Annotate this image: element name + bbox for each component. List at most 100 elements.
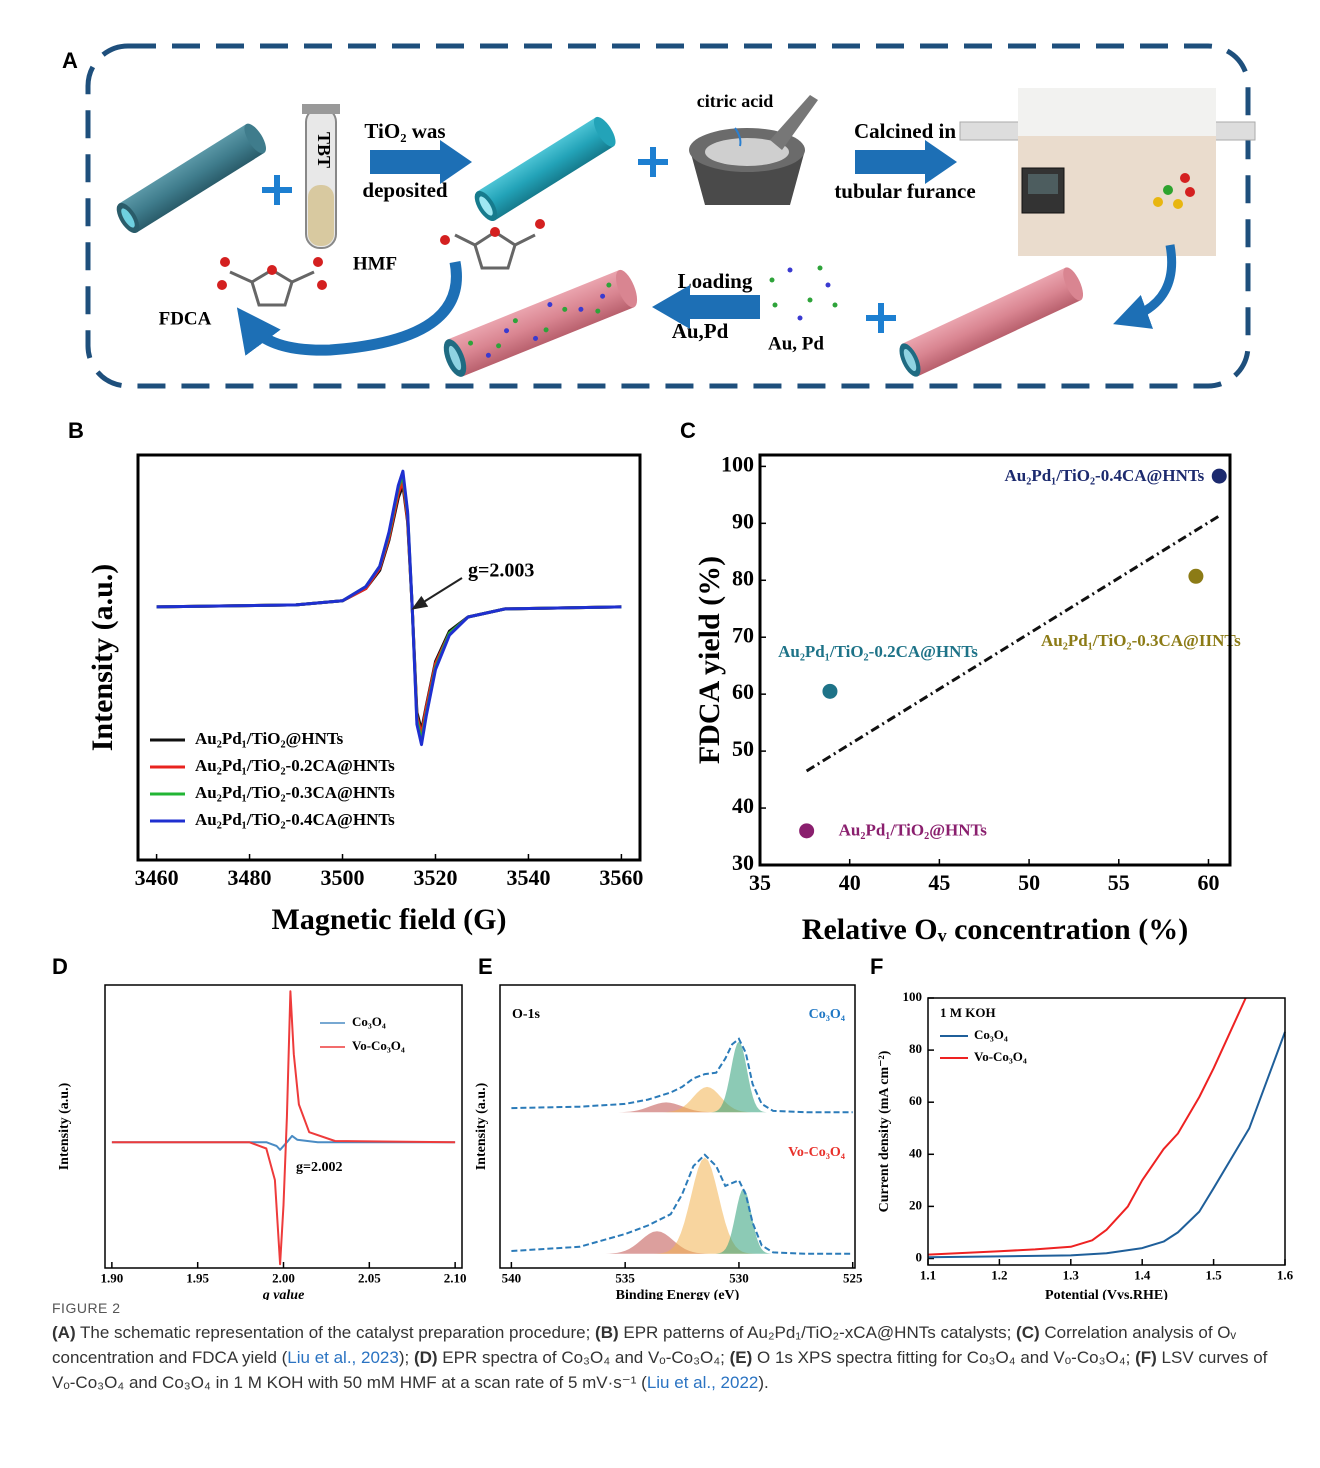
step-label: TiO₂ was [364,119,445,143]
x-tick-label: 1.5 [1205,1268,1222,1283]
y-tick-label: 100 [721,451,754,476]
x-tick-label: 3560 [599,865,643,890]
y-tick-label: 90 [732,508,754,533]
caption-part: (E) [730,1348,753,1367]
plus [638,147,668,177]
y-tick-label: 50 [732,736,754,761]
tbt-label: TBT [314,132,334,168]
caption-part: (A) [52,1323,76,1342]
figure-label: FIGURE 2 [52,1300,1277,1316]
tube [895,265,1087,380]
x-tick-label: 1.3 [1063,1268,1080,1283]
y-tick-label: 40 [909,1145,922,1160]
page: { "panel_a": { "label": "A", "tbt": "TBT… [0,0,1320,1468]
y-tick-label: 20 [909,1197,922,1212]
spectrum-label: Vo-Co₃O₄ [788,1145,846,1160]
scatter-point [799,823,815,839]
caption-part: (B) [595,1323,619,1342]
caption-text: ); [399,1348,414,1367]
y-tick-label: 60 [909,1093,922,1108]
data-line [112,991,455,1264]
x-tick-label: 50 [1018,870,1040,895]
schematic: A TBT TiO₂ was deposited citr [62,46,1255,386]
region-label: O-1s [512,1007,541,1022]
caption-text: ). [758,1373,768,1392]
spectrum [511,1039,852,1113]
y-axis-label: FDCA yield (%) [693,556,726,764]
caption-text: The schematic representation of the cata… [76,1323,595,1342]
chart-panel: F1.11.21.31.41.51.6020406080100Potential… [870,954,1294,1300]
y-tick-label: 30 [732,850,754,875]
panel-label: E [478,954,493,979]
x-tick-label: 1.95 [186,1271,209,1286]
x-tick-label: 3540 [506,865,550,890]
x-axis-label: Relative Oᵥ concentration (%) [802,913,1188,946]
plus [866,303,896,333]
citation-link[interactable]: Liu et al., 2022 [647,1373,759,1392]
panel-label: A [62,48,78,73]
caption-part: (F) [1135,1348,1157,1367]
molecule-label: HMF [353,253,397,274]
panel-label: F [870,954,883,979]
legend-label: Co₃O₄ [352,1014,386,1029]
x-tick-label: 2.00 [272,1271,295,1286]
legend-label: Au₂Pd₁/TiO₂-0.3CA@HNTs [195,783,395,802]
point-label: Au₂Pd₁/TiO₂@HNTs [839,821,988,840]
x-tick-label: 3500 [321,865,365,890]
arrow [855,140,957,184]
y-tick-label: 0 [916,1249,923,1264]
caption-box: FIGURE 2 (A) The schematic representatio… [52,1300,1277,1395]
y-axis-label: Intensity (a.u.) [86,564,119,752]
legend-label: Au₂Pd₁/TiO₂-0.2CA@HNTs [195,756,395,775]
point-label: Au₂Pd₁/TiO₂-0.2CA@HNTs [778,642,978,661]
x-tick-label: 60 [1197,870,1219,895]
furnace [960,88,1255,256]
x-tick-label: 1.2 [991,1268,1007,1283]
y-tick-label: 60 [732,679,754,704]
step-label: deposited [362,178,448,202]
y-tick-label: 40 [732,793,754,818]
annotation: g=2.002 [296,1160,342,1175]
molecule [217,257,327,305]
x-tick-label: 40 [839,870,861,895]
y-tick-label: 100 [903,989,923,1004]
metal-label: Au, Pd [768,333,824,354]
panel-label: B [68,418,84,443]
x-tick-label: 535 [615,1271,635,1286]
scatter-point [1211,468,1227,484]
step-label: tubular furance [834,179,975,203]
x-tick-label: 3480 [228,865,272,890]
mortar [689,95,818,205]
caption-text: O 1s XPS spectra fitting for Co₃O₄ and V… [752,1348,1135,1367]
y-tick-label: 80 [909,1041,922,1056]
x-axis-label: Magnetic field (G) [272,903,507,936]
citation-link[interactable]: Liu et al., 2023 [287,1348,399,1367]
x-tick-label: 1.6 [1277,1268,1294,1283]
scatter-point [822,683,838,699]
x-axis-label: g value [262,1288,305,1300]
data-line [928,1032,1285,1257]
molecule-label: FDCA [159,308,212,329]
test-tube [302,104,340,248]
caption-part: (C) [1016,1323,1040,1342]
scatter-point [1188,568,1204,584]
x-tick-label: 525 [843,1271,863,1286]
caption-text: EPR spectra of Co₃O₄ and Vₒ-Co₃O₄; [438,1348,730,1367]
x-tick-label: 530 [729,1271,749,1286]
tube [439,267,641,380]
x-tick-label: 1.90 [100,1271,123,1286]
plus [262,175,292,205]
x-tick-label: 3460 [135,865,179,890]
caption-text: EPR patterns of Au₂Pd₁/TiO₂-xCA@HNTs cat… [619,1323,1016,1342]
x-tick-label: 540 [502,1271,522,1286]
y-axis-label: Intensity (a.u.) [57,1082,72,1170]
legend-label: Co₃O₄ [974,1027,1008,1042]
annotation: g=2.003 [468,560,534,582]
tube [112,120,270,236]
x-axis-label: Binding Energy (eV) [616,1288,740,1300]
y-axis-label: Current density (mA cm⁻²) [877,1050,892,1212]
annotation-arrow [414,578,462,608]
chart-panel: C35404550556030405060708090100Relative O… [680,418,1241,946]
